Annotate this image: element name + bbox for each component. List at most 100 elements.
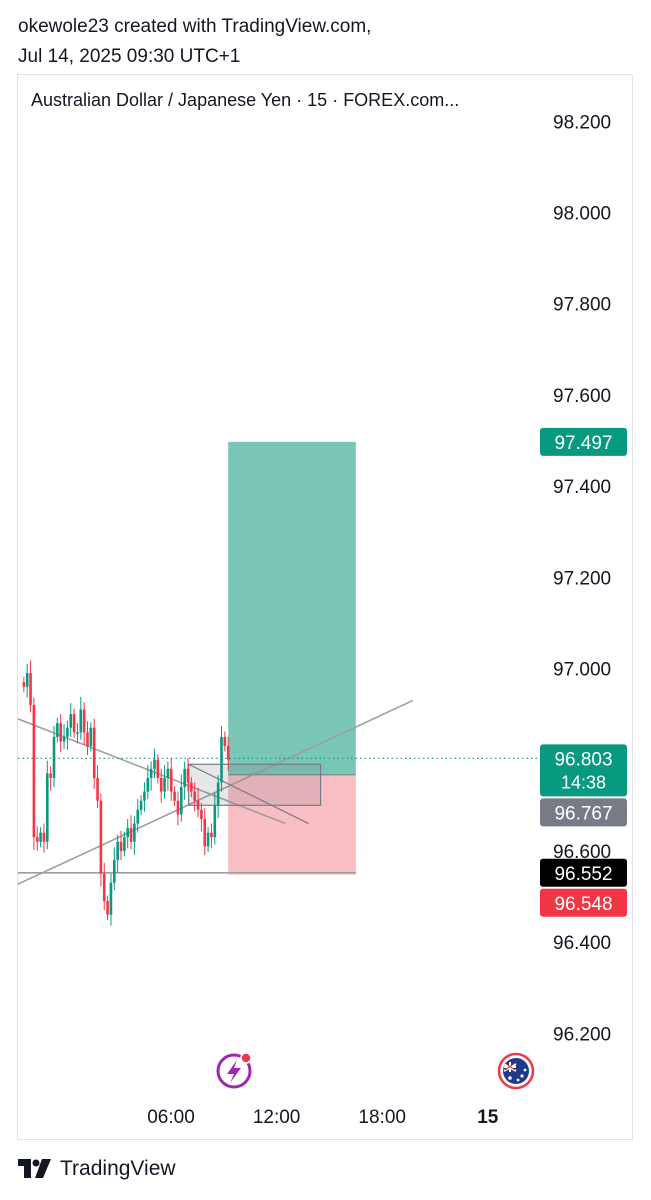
candle[interactable]: [32, 697, 36, 850]
svg-text:96.548: 96.548: [554, 894, 612, 915]
y-tick-label: 96.400: [553, 933, 611, 954]
candle[interactable]: [113, 847, 116, 891]
svg-text:96.803: 96.803: [554, 749, 612, 770]
candle[interactable]: [59, 714, 62, 753]
candle[interactable]: [153, 748, 156, 778]
candle[interactable]: [203, 808, 207, 856]
x-tick-label: 12:00: [253, 1107, 301, 1128]
candle[interactable]: [196, 787, 200, 818]
tradingview-logo-icon: [18, 1159, 51, 1178]
candle[interactable]: [106, 895, 109, 921]
trendline-1[interactable]: [0, 655, 286, 825]
candle[interactable]: [226, 736, 230, 771]
candle[interactable]: [82, 702, 86, 746]
candle[interactable]: [173, 786, 176, 807]
candle[interactable]: [89, 722, 93, 752]
target-zone[interactable]: [228, 441, 356, 775]
lightning-bolt-icon[interactable]: [216, 1052, 252, 1089]
candle[interactable]: [76, 723, 79, 744]
candle[interactable]: [126, 818, 129, 849]
candle[interactable]: [42, 823, 46, 853]
y-tick-label: 98.000: [553, 204, 611, 225]
candle[interactable]: [206, 827, 210, 852]
price-label: 96.548: [540, 888, 627, 917]
candle[interactable]: [56, 717, 59, 743]
footer: TradingView: [18, 1157, 176, 1181]
candle[interactable]: [66, 720, 69, 750]
price-label: 97.497: [540, 427, 627, 456]
candle[interactable]: [180, 774, 183, 822]
candle[interactable]: [176, 791, 180, 826]
x-tick-label: 06:00: [147, 1107, 195, 1128]
candle[interactable]: [123, 831, 126, 857]
candle[interactable]: [210, 823, 213, 849]
candle[interactable]: [69, 703, 73, 737]
y-tick-label: 96.600: [553, 842, 611, 863]
x-tick-label: 15: [477, 1107, 499, 1128]
candle[interactable]: [99, 793, 103, 887]
candle[interactable]: [52, 725, 56, 788]
candle[interactable]: [159, 768, 163, 803]
candle[interactable]: [86, 721, 89, 756]
tradingview-brand: TradingView: [60, 1157, 176, 1180]
y-tick-label: 97.800: [553, 295, 611, 316]
drawn-rectangle[interactable]: [188, 763, 322, 806]
y-tick-label: 97.400: [553, 477, 611, 498]
candle[interactable]: [220, 725, 223, 792]
candle[interactable]: [190, 777, 193, 798]
projection-line[interactable]: [188, 763, 309, 825]
candle[interactable]: [223, 731, 227, 752]
candle[interactable]: [29, 660, 32, 713]
symbol-title[interactable]: Australian Dollar / Japanese Yen · 15 · …: [31, 90, 460, 110]
candle[interactable]: [136, 798, 140, 833]
candle[interactable]: [119, 830, 123, 861]
svg-text:96.767: 96.767: [554, 803, 612, 824]
header: okewole23 created with TradingView.com, …: [18, 12, 371, 72]
candle[interactable]: [200, 802, 203, 832]
candle[interactable]: [143, 782, 146, 812]
x-tick-label: 18:00: [358, 1107, 406, 1128]
australia-flag-icon[interactable]: [497, 1052, 535, 1090]
y-tick-label: 98.200: [553, 112, 611, 133]
candle[interactable]: [22, 676, 26, 693]
y-tick-label: 97.600: [553, 386, 611, 407]
candle[interactable]: [79, 696, 83, 740]
candle[interactable]: [146, 765, 150, 799]
candle[interactable]: [49, 766, 52, 791]
drawing-lines: [0, 655, 538, 886]
candle[interactable]: [92, 718, 96, 789]
candle[interactable]: [46, 760, 49, 850]
candle[interactable]: [186, 757, 190, 792]
candle[interactable]: [163, 765, 166, 799]
candle[interactable]: [116, 834, 119, 873]
author-line: okewole23 created with TradingView.com,: [18, 16, 372, 37]
candle[interactable]: [193, 782, 196, 812]
price-label: 96.552: [540, 858, 627, 887]
candle[interactable]: [149, 761, 153, 791]
candle[interactable]: [183, 761, 186, 800]
candle[interactable]: [102, 862, 106, 911]
candle[interactable]: [25, 663, 29, 698]
candle[interactable]: [156, 754, 160, 784]
candle[interactable]: [166, 761, 170, 791]
candle[interactable]: [129, 815, 133, 850]
candle[interactable]: [169, 757, 173, 801]
candle[interactable]: [72, 708, 76, 738]
candle[interactable]: [133, 816, 136, 855]
price-label: 96.767: [540, 798, 627, 827]
candle[interactable]: [96, 765, 99, 809]
date-line: Jul 14, 2025 09:30 UTC+1: [18, 46, 241, 67]
candle[interactable]: [35, 826, 39, 851]
stop-zone[interactable]: [228, 774, 356, 875]
svg-text:97.497: 97.497: [554, 433, 612, 454]
candles: [22, 660, 230, 926]
candle[interactable]: [139, 795, 143, 816]
candle[interactable]: [213, 792, 217, 845]
candle[interactable]: [39, 827, 42, 848]
candle[interactable]: [216, 775, 220, 819]
candle[interactable]: [109, 873, 113, 926]
candle[interactable]: [62, 724, 66, 749]
